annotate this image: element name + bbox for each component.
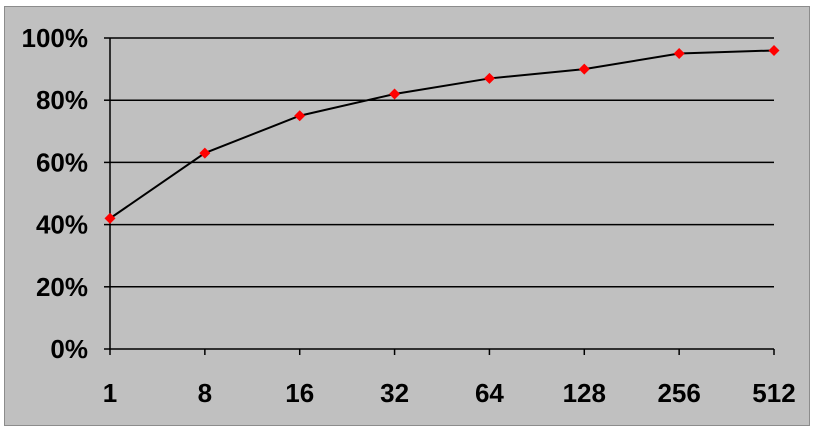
x-tick-label: 16 <box>285 378 314 408</box>
y-tick-label: 20% <box>36 272 88 302</box>
y-tick-label: 80% <box>36 85 88 115</box>
data-point-marker <box>294 110 306 122</box>
data-point-marker <box>673 48 685 60</box>
axes <box>104 37 775 355</box>
x-tick-label: 64 <box>475 378 504 408</box>
series <box>104 44 780 224</box>
x-tick-label: 128 <box>563 378 606 408</box>
x-tick-label: 512 <box>752 378 795 408</box>
y-tick-label: 0% <box>50 334 88 364</box>
data-point-marker <box>199 147 211 159</box>
data-point-marker <box>483 72 495 84</box>
data-point-marker <box>389 88 401 100</box>
x-axis-tick-labels: 1 8 16 32 64 128 256 512 <box>103 378 796 408</box>
series-line <box>109 49 775 220</box>
x-tick-label: 256 <box>657 378 700 408</box>
y-axis-tick-labels: 0% 20% 40% 60% 80% 100% <box>22 23 89 364</box>
data-point-marker <box>578 63 590 75</box>
data-point-marker <box>104 212 116 224</box>
y-tick-label: 40% <box>36 210 88 240</box>
x-tick-label: 1 <box>103 378 117 408</box>
chart-area <box>4 6 810 426</box>
x-tick-label: 32 <box>380 378 409 408</box>
x-tick-label: 8 <box>198 378 212 408</box>
y-tick-label: 60% <box>36 147 88 177</box>
gridlines <box>110 37 774 288</box>
y-tick-label: 100% <box>22 23 89 53</box>
data-point-marker <box>768 44 780 56</box>
